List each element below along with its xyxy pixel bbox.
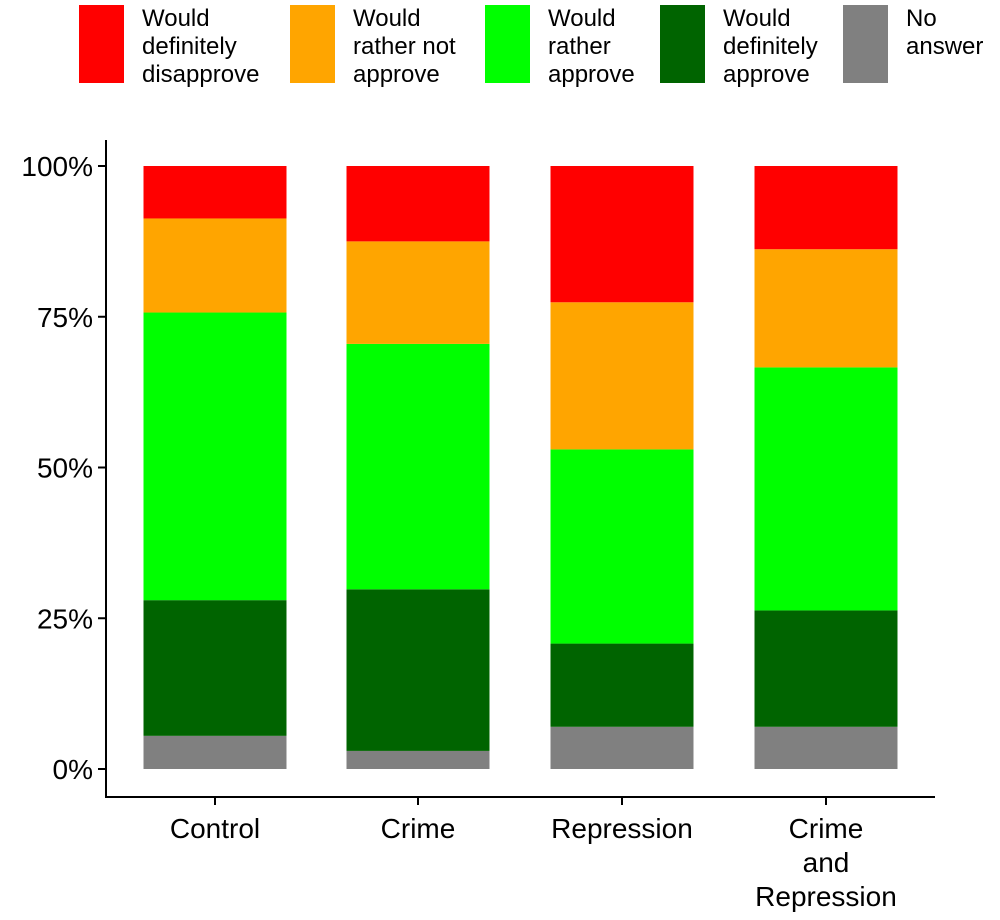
legend-item-rather-approve: Would rather approve — [485, 5, 635, 89]
bar-segment-crime-and-repression-no-answer — [754, 726, 898, 769]
legend-label-rather-approve: Would rather approve — [548, 5, 635, 88]
bar-segment-crime-and-repression-definitely-disapprove — [754, 166, 898, 250]
x-category-label-line: Repression — [755, 881, 897, 912]
x-category-label-line: Repression — [551, 813, 693, 844]
y-tick-label: 50% — [37, 453, 93, 484]
bar-segment-crime-rather-approve — [346, 343, 490, 590]
y-tick-label: 100% — [21, 151, 93, 182]
legend-label-definitely-approve: Would definitely approve — [723, 5, 818, 88]
legend-swatch-no-answer — [843, 5, 888, 83]
bar-segment-control-definitely-approve — [143, 600, 287, 736]
legend-label-definitely-disapprove: Would definitely disapprove — [142, 5, 260, 88]
bar-segment-repression-definitely-disapprove — [550, 166, 694, 303]
legend-item-definitely-approve: Would definitely approve — [660, 5, 818, 89]
x-category-label-repression: Repression — [551, 813, 693, 844]
x-category-label-crime: Crime — [381, 813, 456, 844]
legend-label-rather-not-approve: Would rather not approve — [353, 5, 456, 88]
legend-label-no-answer: No answer — [906, 5, 984, 60]
bar-segment-repression-no-answer — [550, 726, 694, 769]
x-category-label-line: and — [803, 847, 850, 878]
legend-item-no-answer: No answer — [843, 5, 983, 83]
legend-swatch-rather-approve — [485, 5, 530, 83]
bar-segment-repression-rather-approve — [550, 449, 694, 644]
bar-segment-repression-definitely-approve — [550, 643, 694, 727]
x-category-label-line: Crime — [789, 813, 864, 844]
bar-segment-crime-definitely-disapprove — [346, 166, 490, 242]
x-category-label-line: Crime — [381, 813, 456, 844]
bar-segment-control-rather-approve — [143, 312, 287, 601]
y-ticks-layer: 0% 25% 50% 75% 100% — [21, 151, 106, 785]
bar-segment-crime-rather-not-approve — [346, 241, 490, 344]
bar-segment-crime-definitely-approve — [346, 589, 490, 751]
bar-segment-crime-no-answer — [346, 750, 490, 769]
x-category-label-control: Control — [170, 813, 260, 844]
bar-segment-crime-and-repression-rather-approve — [754, 367, 898, 611]
bar-segment-crime-and-repression-rather-not-approve — [754, 249, 898, 368]
bar-segment-control-no-answer — [143, 735, 287, 769]
x-category-label-line: Control — [170, 813, 260, 844]
bar-segment-crime-and-repression-definitely-approve — [754, 610, 898, 727]
legend-item-rather-not-approve: Would rather not approve — [290, 5, 456, 89]
legend: Would definitely disapprove Would rather… — [0, 0, 1000, 100]
x-labels-layer: Control Crime Repression Crime and Repression — [170, 797, 897, 912]
legend-swatch-definitely-disapprove — [79, 5, 124, 83]
bar-segment-repression-rather-not-approve — [550, 302, 694, 450]
x-category-label-crime-and-repression: Crime and Repression — [755, 813, 897, 912]
bars-layer — [143, 166, 898, 769]
y-tick-label: 0% — [53, 754, 93, 785]
legend-swatch-definitely-approve — [660, 5, 705, 83]
y-tick-label: 75% — [37, 302, 93, 333]
y-tick-label: 25% — [37, 603, 93, 634]
legend-item-definitely-disapprove: Would definitely disapprove — [79, 5, 259, 89]
bar-segment-control-rather-not-approve — [143, 218, 287, 313]
legend-swatch-rather-not-approve — [290, 5, 335, 83]
bar-segment-control-definitely-disapprove — [143, 166, 287, 219]
